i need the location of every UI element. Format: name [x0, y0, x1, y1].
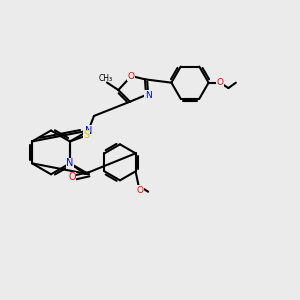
Text: N: N [145, 91, 152, 100]
Text: N: N [85, 125, 93, 136]
Text: O: O [217, 78, 224, 87]
Text: S: S [83, 130, 89, 140]
Text: N: N [66, 158, 74, 168]
Text: CH₃: CH₃ [98, 74, 112, 83]
Text: O: O [68, 172, 76, 182]
Text: O: O [128, 71, 135, 80]
Text: O: O [136, 186, 144, 195]
